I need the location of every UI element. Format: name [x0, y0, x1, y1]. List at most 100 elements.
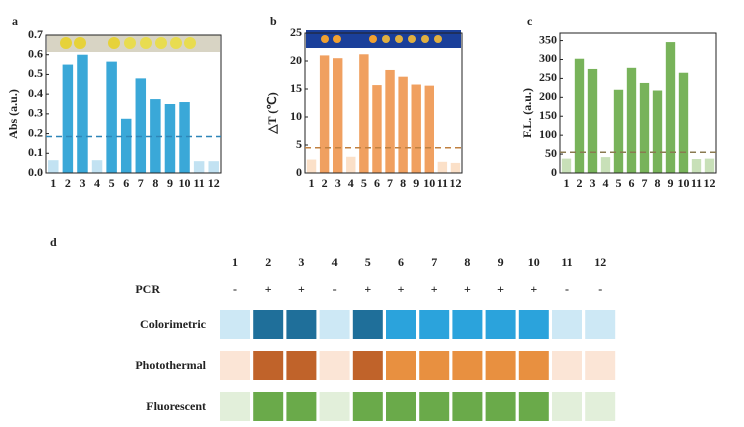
y-tick-label: 0.0	[28, 165, 43, 179]
bar	[691, 159, 702, 173]
column-label: 3	[298, 255, 304, 269]
cell	[485, 351, 516, 380]
pcr-sign: +	[497, 282, 504, 296]
x-tick-label: 12	[449, 176, 461, 190]
image-strip-a	[47, 35, 220, 52]
column-label: 5	[365, 255, 371, 269]
y-tick-label: 0.2	[28, 125, 43, 139]
y-tick-label: 200	[539, 89, 557, 103]
x-tick-label: 4	[603, 176, 609, 190]
column-label: 12	[594, 255, 606, 269]
pcr-sign: +	[265, 282, 272, 296]
cell	[452, 392, 483, 421]
pcr-sign: -	[598, 282, 602, 296]
cell	[585, 392, 616, 421]
pcr-sign: +	[364, 282, 371, 296]
bar	[424, 85, 435, 173]
cell	[319, 392, 350, 421]
bar	[150, 99, 161, 173]
row-label: Fluorescent	[146, 399, 206, 413]
bar	[332, 58, 343, 174]
cell	[419, 310, 450, 339]
x-tick-label: 1	[309, 176, 315, 190]
x-tick-label: 7	[138, 176, 144, 190]
cell	[386, 392, 416, 421]
x-tick-label: 10	[423, 176, 435, 190]
pcr-sign: +	[398, 282, 405, 296]
x-tick-label: 10	[179, 176, 191, 190]
bar	[626, 67, 637, 173]
cell	[552, 351, 582, 380]
cell	[552, 392, 582, 421]
bar	[385, 69, 395, 173]
x-tick-label: 3	[335, 176, 341, 190]
y-tick-label: 0.1	[28, 145, 43, 159]
cell	[319, 351, 350, 380]
bar	[120, 118, 132, 173]
pcr-sign: -	[333, 282, 337, 296]
bar	[411, 84, 421, 173]
x-tick-label: 10	[678, 176, 690, 190]
bar	[600, 157, 611, 173]
pcr-sign: +	[530, 282, 537, 296]
y-axis-title: △T (℃)	[265, 92, 279, 134]
bar	[306, 159, 317, 173]
cell	[518, 392, 549, 421]
bar	[639, 82, 650, 173]
cell	[452, 351, 483, 380]
cell	[386, 310, 416, 339]
x-tick-label: 11	[691, 176, 702, 190]
cell	[286, 351, 317, 380]
bar	[77, 54, 88, 173]
cell	[286, 310, 317, 339]
x-tick-label: 7	[642, 176, 648, 190]
x-tick-label: 5	[109, 176, 115, 190]
x-tick-label: 11	[193, 176, 204, 190]
column-label: 4	[332, 255, 338, 269]
bar	[372, 85, 382, 173]
x-tick-label: 2	[577, 176, 583, 190]
x-tick-label: 2	[65, 176, 71, 190]
bar	[359, 54, 369, 173]
y-tick-label: 300	[539, 51, 557, 65]
x-tick-label: 8	[400, 176, 406, 190]
panel-label: c	[527, 14, 533, 28]
bar	[587, 68, 598, 173]
cell	[220, 310, 250, 339]
bar	[561, 158, 572, 173]
bar	[164, 104, 176, 173]
cell	[253, 351, 284, 380]
x-tick-label: 6	[629, 176, 635, 190]
x-tick-label: 8	[655, 176, 661, 190]
cell	[386, 351, 416, 380]
y-tick-label: 350	[539, 32, 557, 46]
x-tick-label: 3	[590, 176, 596, 190]
cell	[319, 310, 350, 339]
pcr-sign: +	[431, 282, 438, 296]
cell	[352, 310, 383, 339]
bar	[193, 161, 205, 173]
panel-label: b	[270, 14, 277, 28]
y-tick-label: 0.4	[28, 86, 43, 100]
x-tick-label: 7	[387, 176, 393, 190]
bar	[704, 158, 715, 173]
bar	[678, 72, 689, 173]
y-tick-label: 0.6	[28, 46, 43, 60]
y-tick-label: 15	[290, 81, 302, 95]
bar	[179, 102, 190, 173]
y-tick-label: 20	[290, 53, 302, 67]
y-tick-label: 150	[539, 108, 557, 122]
cell	[419, 392, 450, 421]
cell	[253, 310, 284, 339]
column-label: 6	[398, 255, 404, 269]
bar	[574, 58, 585, 173]
x-tick-label: 9	[668, 176, 674, 190]
cell	[585, 351, 616, 380]
x-tick-label: 12	[704, 176, 716, 190]
column-label: 8	[464, 255, 470, 269]
y-tick-label: 0.3	[28, 106, 43, 120]
cell	[485, 392, 516, 421]
cell	[352, 351, 383, 380]
pcr-sign: -	[233, 282, 237, 296]
y-tick-label: 25	[290, 25, 302, 39]
